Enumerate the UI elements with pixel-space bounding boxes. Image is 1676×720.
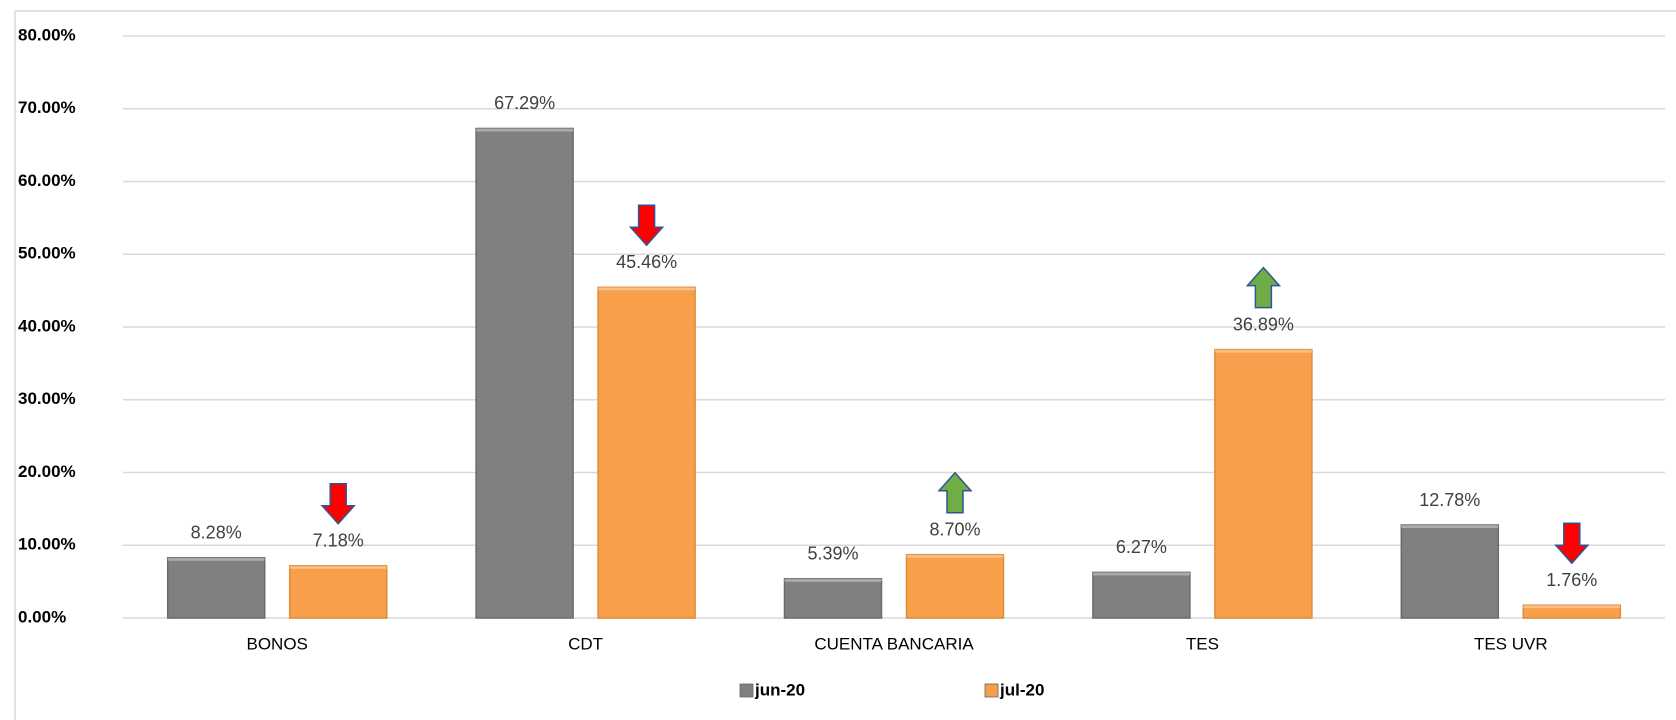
bar <box>1522 604 1622 619</box>
value-label: 36.89% <box>1233 314 1294 334</box>
legend-swatch <box>984 683 999 698</box>
legend-label: jun-20 <box>754 680 805 699</box>
value-label: 67.29% <box>494 93 555 113</box>
bar <box>1400 524 1500 619</box>
y-tick-label: 40.00% <box>18 316 76 335</box>
bar-highlight <box>906 554 1004 558</box>
bar-highlight <box>1214 349 1312 353</box>
value-label: 6.27% <box>1116 537 1167 557</box>
bar-highlight <box>476 128 574 132</box>
y-tick-label: 50.00% <box>18 244 76 263</box>
x-tick-label: CUENTA BANCARIA <box>814 634 974 653</box>
bar <box>905 553 1005 619</box>
y-tick-label: 0.00% <box>18 607 66 626</box>
x-tick-label: TES UVR <box>1474 634 1548 653</box>
bar-highlight <box>784 578 882 582</box>
legend-swatch <box>739 683 754 698</box>
bar <box>1092 571 1191 619</box>
value-label: 45.46% <box>616 252 677 272</box>
bar <box>1214 348 1313 619</box>
bar <box>783 578 883 619</box>
y-tick-label: 60.00% <box>18 171 76 190</box>
value-label: 5.39% <box>807 544 858 564</box>
y-tick-label: 80.00% <box>18 25 76 44</box>
bar <box>166 557 266 619</box>
bar-highlight <box>598 287 696 291</box>
bar <box>475 127 574 619</box>
y-tick-label: 30.00% <box>18 389 76 408</box>
value-label: 8.28% <box>191 523 242 543</box>
y-tick-label: 20.00% <box>18 462 76 481</box>
bar-highlight <box>167 557 265 561</box>
bar-highlight <box>1092 572 1190 576</box>
y-tick-label: 70.00% <box>18 98 76 117</box>
legend-label: jul-20 <box>999 680 1044 699</box>
up-arrow <box>937 471 973 514</box>
x-tick-label: CDT <box>568 634 603 653</box>
chart-frame <box>14 10 1676 720</box>
bar-highlight <box>1401 525 1499 529</box>
value-label: 7.18% <box>313 531 364 551</box>
x-tick-label: TES <box>1186 634 1219 653</box>
bar-highlight <box>289 565 387 569</box>
bar <box>597 286 696 619</box>
value-label: 1.76% <box>1546 570 1597 590</box>
value-label: 12.78% <box>1419 490 1480 510</box>
down-arrow <box>628 204 665 247</box>
value-label: 8.70% <box>929 519 980 539</box>
y-tick-label: 10.00% <box>18 535 76 554</box>
down-arrow <box>320 483 356 525</box>
up-arrow <box>1245 266 1282 309</box>
down-arrow <box>1554 522 1590 565</box>
bar <box>288 565 388 619</box>
x-tick-label: BONOS <box>246 634 307 653</box>
bar-highlight <box>1523 605 1621 609</box>
